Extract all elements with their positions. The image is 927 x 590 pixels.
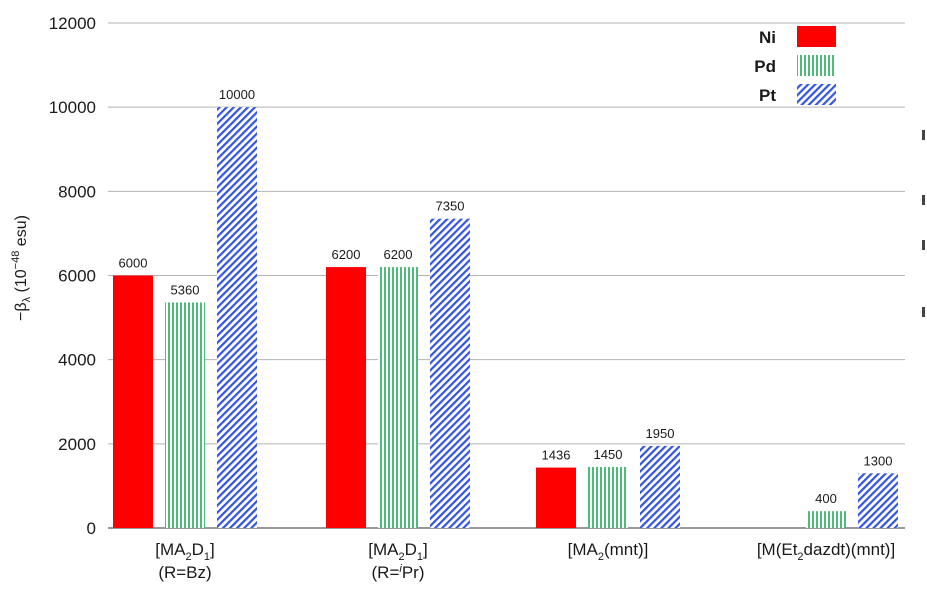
data-label: 7350 — [436, 199, 465, 214]
bar-pd — [165, 302, 205, 528]
bar-pd — [378, 267, 418, 528]
bar-pt — [640, 445, 680, 528]
y-tick-label: 4000 — [58, 351, 96, 370]
y-axis-tick-labels: 0 2000 4000 6000 8000 10000 12000 — [49, 14, 96, 538]
data-labels: 6000 6200 1436 5360 6200 1450 400 10000 7350 1950… — [119, 87, 893, 506]
y-axis-title: −βλ (10−48 esu) — [10, 215, 33, 321]
bar-ni — [326, 267, 366, 528]
category-label: [M(Et2dazdt)(mnt)] — [757, 540, 895, 563]
data-label: 1950 — [646, 426, 675, 441]
bars — [113, 107, 898, 529]
data-label: 400 — [815, 491, 837, 506]
y-tick-label: 8000 — [58, 182, 96, 201]
legend-label-ni: Ni — [759, 28, 776, 47]
data-label: 1436 — [542, 448, 571, 463]
bar-pd — [806, 511, 846, 528]
y-tick-label: 6000 — [58, 267, 96, 286]
legend-label-pt: Pt — [759, 86, 776, 105]
edge-artifacts — [922, 130, 925, 317]
data-label: 6200 — [332, 247, 361, 262]
category-label: [MA2(mnt)] — [568, 540, 649, 563]
category-label: [MA2D1] — [155, 540, 215, 563]
data-label: 10000 — [219, 87, 255, 102]
category-label: [MA2D1] — [368, 540, 428, 563]
bar-pt — [217, 107, 257, 529]
legend-swatch-pt — [797, 84, 836, 105]
y-tick-label: 12000 — [49, 14, 96, 33]
legend-swatch-ni — [797, 26, 836, 47]
bar-ni — [536, 467, 576, 528]
category-sublabel: (R=Bz) — [158, 563, 211, 582]
data-label: 1450 — [594, 447, 623, 462]
category-sublabel: (R=iPr) — [372, 563, 425, 582]
y-tick-label: 10000 — [49, 98, 96, 117]
legend-label-pd: Pd — [754, 57, 776, 76]
legend: Ni Pd Pt — [754, 26, 836, 105]
x-axis-category-labels: [MA2D1](R=Bz)[MA2D1](R=iPr)[MA2(mnt)] [M(… — [155, 540, 895, 582]
data-label: 5360 — [171, 282, 200, 297]
data-label: 6200 — [384, 247, 413, 262]
data-label: 6000 — [119, 256, 148, 271]
bar-pd — [588, 466, 628, 528]
bar-ni — [113, 275, 153, 528]
bar-pt — [430, 218, 470, 528]
y-tick-label: 0 — [87, 519, 96, 538]
y-tick-label: 2000 — [58, 435, 96, 454]
legend-swatch-pd — [797, 55, 836, 76]
bar-pt — [858, 473, 898, 528]
data-label: 1300 — [864, 453, 893, 468]
